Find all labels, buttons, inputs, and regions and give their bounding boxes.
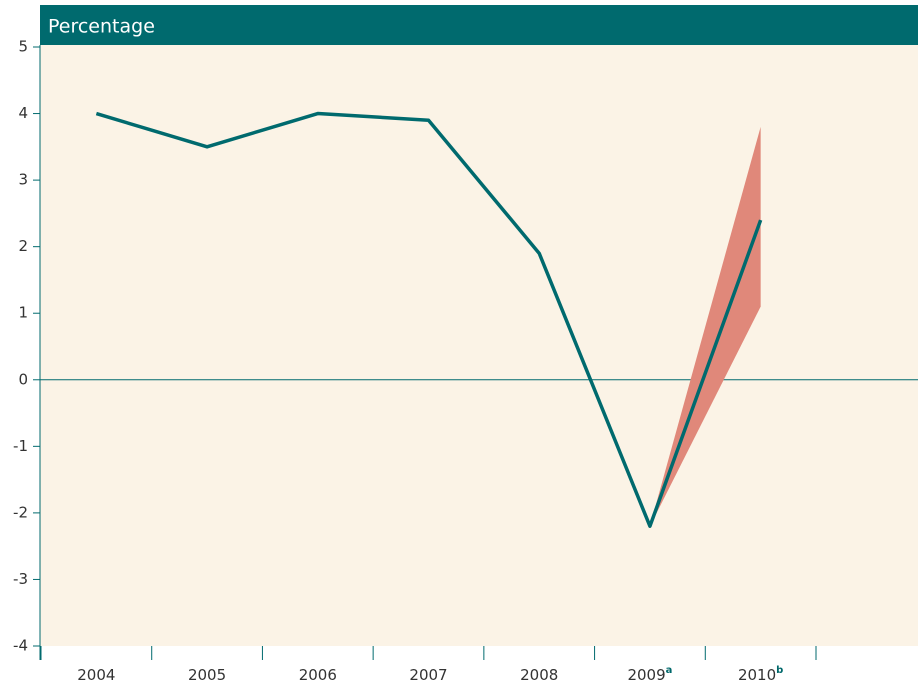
y-tick-label: -1	[13, 437, 28, 455]
category: 2010	[738, 666, 776, 684]
category: 2009	[627, 666, 665, 684]
category: 2007	[409, 666, 447, 684]
x-tick-label: 2010b	[738, 665, 783, 684]
plot-area	[40, 45, 918, 646]
y-tick-label: -4	[13, 637, 28, 655]
x-tick-label: 2006	[299, 666, 337, 684]
chart-title: Percentage	[48, 16, 155, 38]
category: 2005	[188, 666, 226, 684]
y-tick-label: 0	[18, 370, 28, 388]
y-tick-label: 1	[18, 304, 28, 322]
y-tick-label: 2	[18, 237, 28, 255]
category: 2006	[299, 666, 337, 684]
x-tick-label: 2009a	[627, 665, 672, 684]
x-tick-label: 2008	[520, 666, 558, 684]
y-tick-label: -2	[13, 503, 28, 521]
data-line	[95, 111, 763, 528]
x-tick-label: 2007	[409, 666, 447, 684]
y-tick-label: 3	[18, 171, 28, 189]
y-tick-label: 5	[18, 38, 28, 56]
y-tick-label: -3	[13, 570, 28, 588]
x-tick-label: 2004	[77, 666, 115, 684]
range-band	[649, 126, 761, 527]
category: 2008	[520, 666, 558, 684]
y-tick-label: 4	[18, 104, 28, 122]
superscript: b	[776, 665, 783, 676]
category: 2004	[77, 666, 115, 684]
header-bar	[40, 5, 918, 45]
x-tick-label: 2005	[188, 666, 226, 684]
superscript: a	[666, 665, 673, 676]
